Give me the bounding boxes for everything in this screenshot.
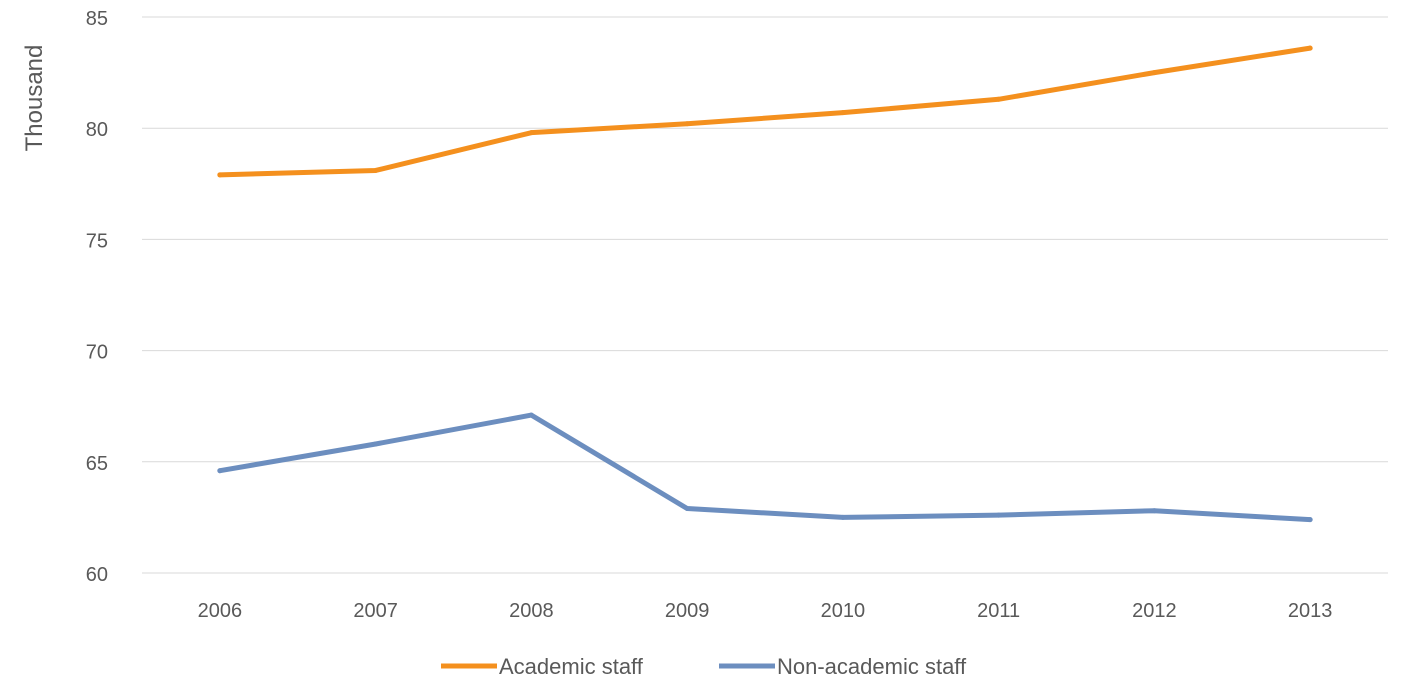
x-tick-label: 2013 [1288, 600, 1333, 622]
x-tick-label: 2008 [509, 600, 554, 622]
data-point [373, 167, 379, 173]
x-tick-label: 2007 [353, 600, 398, 622]
y-tick-label: 60 [86, 564, 108, 586]
data-point [1307, 45, 1313, 51]
series-line [217, 45, 1313, 178]
data-point [1151, 508, 1157, 514]
x-axis-ticks: 2006 2007 2008 2009 2010 2011 2012 2013 [198, 600, 1333, 622]
x-tick-label: 2009 [665, 600, 710, 622]
legend-label: Academic staff [499, 654, 644, 679]
data-point [684, 121, 690, 127]
y-tick-label: 65 [86, 453, 108, 475]
legend: Academic staff Non-academic staff [441, 654, 967, 679]
y-tick-label: 70 [86, 342, 108, 364]
y-tick-label: 80 [86, 119, 108, 141]
x-tick-label: 2006 [198, 600, 243, 622]
data-point [840, 110, 846, 116]
series-line [217, 412, 1313, 523]
series-lines [217, 45, 1313, 523]
data-point [217, 468, 223, 474]
data-point [996, 96, 1002, 102]
y-tick-label: 85 [86, 8, 108, 30]
gridlines [142, 16, 1388, 574]
x-tick-label: 2012 [1132, 600, 1177, 622]
legend-label: Non-academic staff [777, 654, 967, 679]
data-point [1151, 70, 1157, 76]
data-point [1307, 517, 1313, 523]
x-tick-label: 2010 [821, 600, 866, 622]
y-axis-label: Thousand [21, 45, 48, 152]
data-point [996, 512, 1002, 518]
x-tick-label: 2011 [977, 600, 1020, 622]
data-point [373, 441, 379, 447]
data-point [528, 130, 534, 136]
data-point [217, 172, 223, 178]
data-point [528, 412, 534, 418]
data-point [840, 514, 846, 520]
y-tick-label: 75 [86, 230, 108, 252]
y-axis-ticks: 60 65 70 75 80 85 [86, 8, 108, 586]
data-point [684, 506, 690, 512]
